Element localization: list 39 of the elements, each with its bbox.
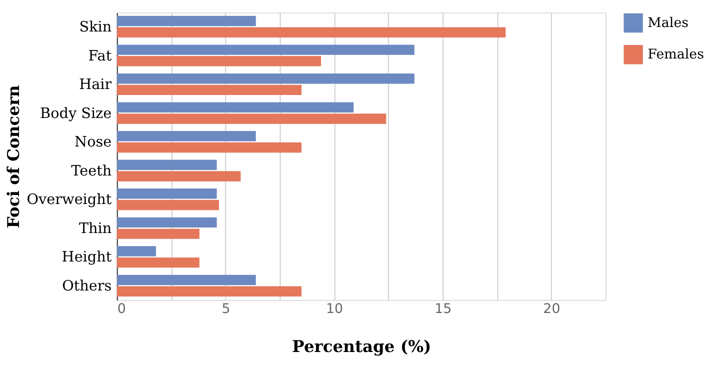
bar bbox=[116, 142, 302, 153]
y-tick-label: Others bbox=[62, 278, 112, 294]
bar bbox=[116, 114, 386, 124]
x-tick-label: 5 bbox=[222, 302, 230, 317]
x-tick-label: 0 bbox=[117, 302, 126, 317]
x-tick-label: 10 bbox=[326, 302, 344, 317]
y-tick-label: Hair bbox=[79, 77, 112, 94]
bar bbox=[116, 171, 241, 182]
bar bbox=[116, 246, 156, 256]
bar bbox=[116, 56, 322, 66]
legend-label: Females bbox=[648, 47, 704, 62]
bar bbox=[116, 27, 506, 38]
y-tick-label: Height bbox=[62, 250, 112, 266]
y-tick-label: Skin bbox=[79, 20, 112, 36]
y-tick-label: Thin bbox=[78, 220, 112, 237]
bar bbox=[116, 44, 414, 55]
y-axis-title: Foci of Concern bbox=[4, 84, 24, 228]
bar bbox=[116, 217, 217, 228]
x-axis-title: Percentage (%) bbox=[292, 337, 432, 356]
bar bbox=[116, 160, 217, 170]
y-tick-label: Overweight bbox=[26, 192, 112, 208]
bar bbox=[116, 102, 354, 112]
bar bbox=[116, 73, 414, 84]
legend-label: Males bbox=[648, 16, 689, 31]
bar bbox=[116, 274, 256, 286]
bar bbox=[116, 286, 302, 296]
bar bbox=[116, 16, 256, 26]
y-tick-label: Body Size bbox=[40, 106, 112, 122]
bar bbox=[116, 188, 217, 199]
y-tick-label: Nose bbox=[74, 134, 112, 151]
bar bbox=[116, 257, 200, 268]
y-tick-label: Fat bbox=[88, 48, 112, 64]
x-tick-label: 15 bbox=[434, 302, 452, 317]
bar bbox=[116, 200, 219, 210]
y-tick-label: Teeth bbox=[71, 163, 112, 180]
bar bbox=[116, 228, 200, 239]
bar bbox=[116, 84, 302, 96]
x-tick-label: 20 bbox=[543, 302, 560, 317]
bar bbox=[116, 131, 256, 142]
